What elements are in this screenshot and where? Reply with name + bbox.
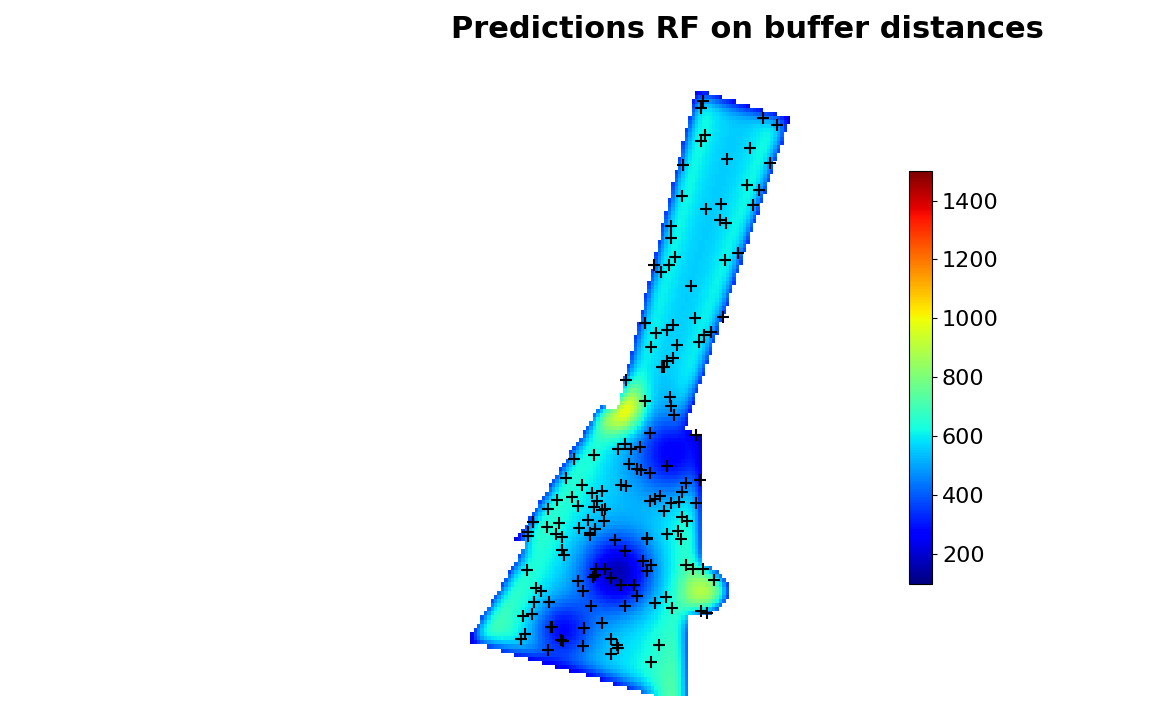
- Text: Predictions RF on buffer distances: Predictions RF on buffer distances: [452, 15, 1045, 44]
